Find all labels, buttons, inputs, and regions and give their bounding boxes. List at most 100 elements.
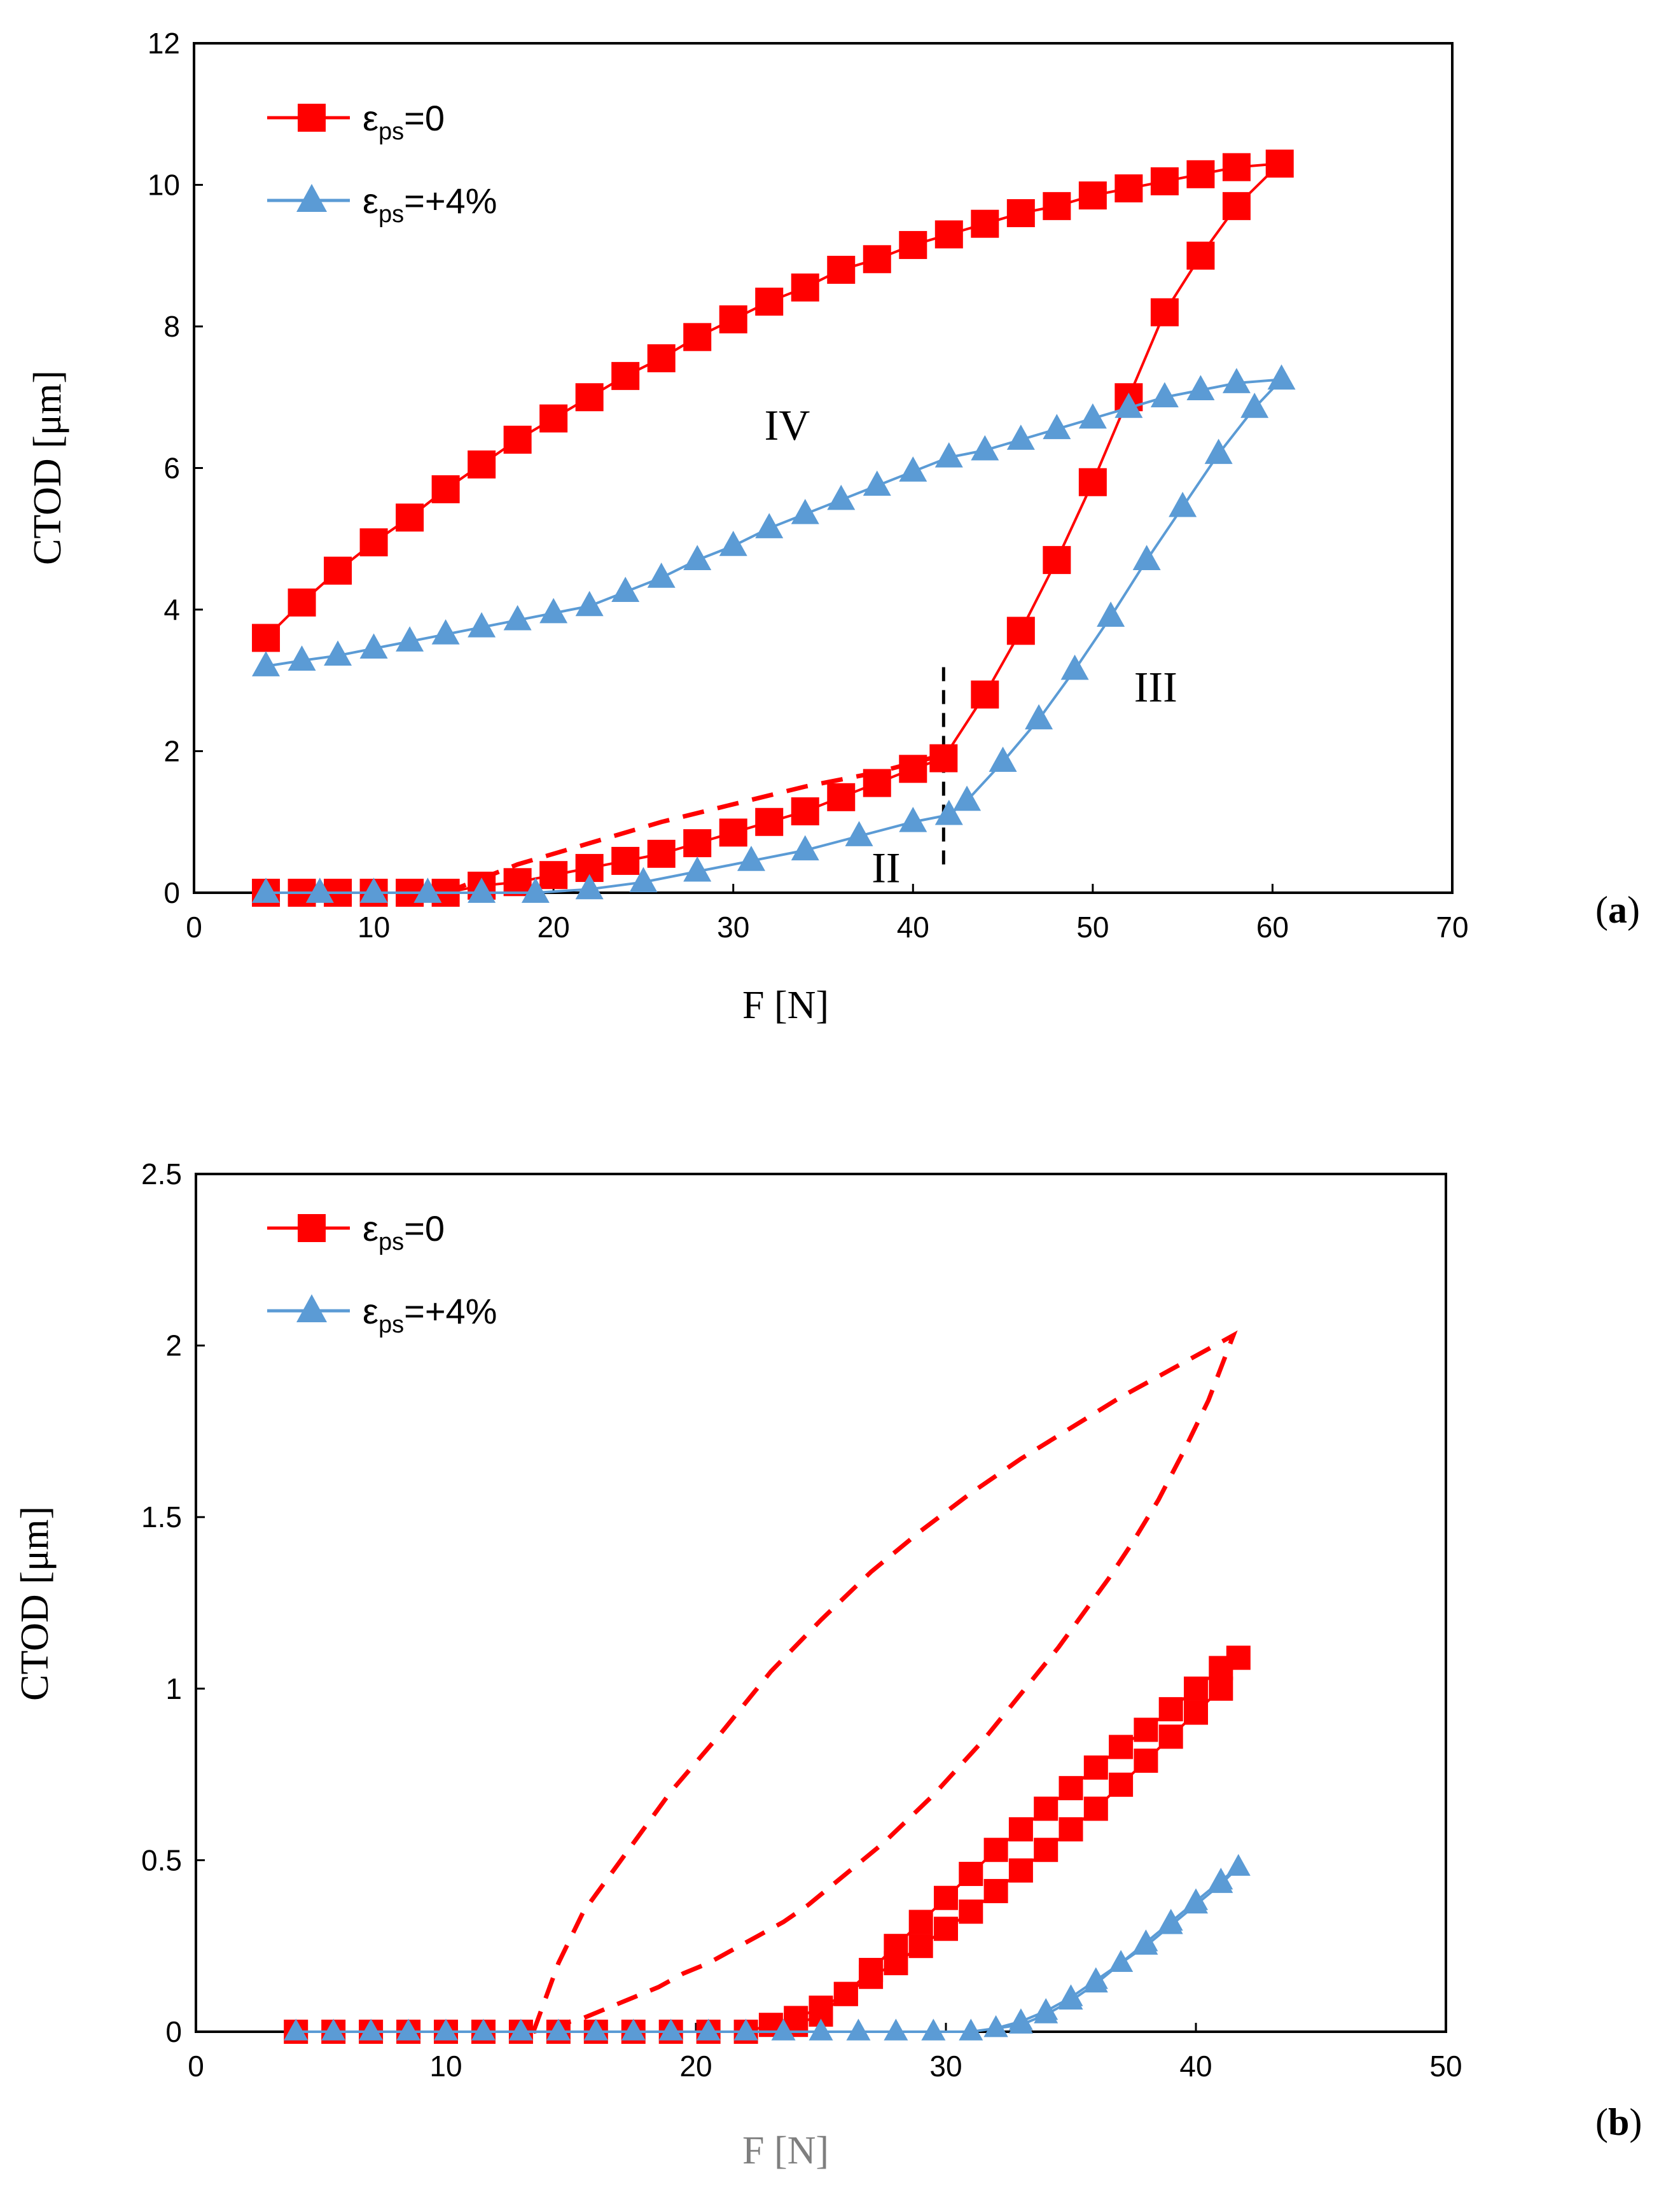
data-point-square [431, 475, 460, 503]
data-point-triangle [934, 442, 963, 468]
legend-label: εps=+4% [363, 181, 497, 228]
data-point-triangle [431, 619, 460, 645]
data-point-square [1150, 167, 1179, 195]
legend-item: εps=0 [267, 1208, 445, 1255]
y-axis-label-a: CTOD [μm] [26, 370, 69, 565]
y-tick-label: 6 [163, 452, 180, 485]
legend-value: =+4% [404, 181, 497, 221]
data-point-triangle [321, 2018, 346, 2041]
data-point-triangle [503, 604, 532, 631]
data-point-square [929, 744, 958, 772]
data-point-triangle [508, 2018, 533, 2041]
data-point-triangle [1132, 545, 1161, 570]
y-tick-label: 1.5 [141, 1500, 182, 1534]
data-point-square [719, 818, 747, 847]
y-tick-label: 8 [163, 310, 180, 343]
data-point-triangle [468, 877, 496, 903]
series-group-a [252, 150, 1296, 907]
data-point-triangle [733, 2018, 758, 2041]
data-point-triangle [737, 846, 765, 871]
x-tick-label: 0 [186, 911, 202, 944]
data-point-square [833, 1981, 858, 2006]
legend-label: εps=+4% [363, 1291, 497, 1338]
data-point-square [1043, 192, 1071, 220]
legend-subscript: ps [378, 1229, 404, 1255]
data-point-square [1265, 150, 1294, 178]
x-tick-label: 70 [1436, 911, 1468, 944]
data-point-triangle [863, 470, 891, 496]
data-point-square [683, 323, 712, 351]
x-tick-label: 50 [1076, 911, 1109, 944]
data-point-square [1034, 1796, 1059, 1821]
panel-label-a: (a) [1595, 889, 1640, 931]
region-label: III [1134, 663, 1177, 711]
data-point-triangle [1109, 1950, 1134, 1972]
data-point-triangle [1240, 393, 1269, 418]
data-point-square [791, 273, 819, 302]
legend-subscript: ps [378, 118, 404, 145]
dashed-curve [531, 1330, 1238, 2034]
data-point-square [899, 231, 927, 260]
data-point-square [1134, 1717, 1158, 1742]
x-tick-label: 10 [429, 2050, 462, 2083]
data-point-triangle [971, 435, 999, 461]
data-point-square [1059, 1776, 1083, 1801]
data-point-triangle [1083, 1970, 1108, 1993]
data-point-square [827, 256, 856, 284]
data-point-triangle [611, 576, 640, 603]
legend-marker-square [298, 1214, 326, 1242]
data-point-square [1043, 546, 1071, 575]
legend-symbol: ε [363, 98, 378, 138]
data-point-square [1083, 1796, 1108, 1821]
y-tick-label: 2 [165, 1329, 182, 1362]
data-point-triangle [1222, 368, 1251, 393]
data-point-triangle [434, 2018, 458, 2041]
data-point-triangle [791, 835, 819, 861]
data-point-triangle [359, 2018, 384, 2041]
data-point-square [1158, 1697, 1183, 1722]
panel-letter-a: a [1608, 889, 1627, 931]
data-point-triangle [1184, 1888, 1208, 1910]
data-point-triangle [575, 590, 604, 617]
data-point-triangle [284, 2018, 309, 2041]
panel-label-b: (b) [1595, 2101, 1642, 2143]
data-point-triangle [827, 484, 856, 510]
data-point-square [647, 344, 676, 373]
legend-item: εps=0 [267, 98, 445, 145]
legend-symbol: ε [363, 1291, 378, 1331]
data-point-triangle [683, 545, 712, 570]
x-axis-label-b: F [N] [742, 2129, 829, 2172]
data-point-triangle [1267, 364, 1296, 390]
data-point-triangle [1006, 424, 1035, 450]
data-point-square [683, 829, 712, 858]
data-point-triangle [845, 821, 873, 846]
series-line-triangle [265, 378, 1285, 894]
series-line-triangle [296, 1866, 1240, 2033]
data-point-triangle [1025, 704, 1053, 730]
data-point-triangle [521, 877, 550, 903]
data-point-square [1034, 1838, 1059, 1862]
data-point-square [1114, 174, 1143, 203]
data-point-square [288, 588, 316, 617]
data-point-triangle [359, 633, 388, 659]
data-point-square [1059, 1817, 1083, 1841]
data-point-square [719, 305, 747, 333]
legend-marker-triangle [296, 1294, 327, 1322]
data-point-triangle [1186, 375, 1215, 400]
y-tick-label: 2.5 [141, 1157, 182, 1191]
data-point-square [468, 450, 496, 479]
data-point-square [983, 1838, 1008, 1862]
data-point-triangle [396, 626, 424, 652]
data-point-square [575, 383, 604, 412]
data-point-square [899, 755, 927, 783]
data-point-triangle [683, 856, 712, 882]
legend-marker-triangle [296, 184, 327, 212]
legend-marker-square [298, 104, 326, 132]
y-tick-label: 4 [163, 593, 180, 626]
y-tick-label: 1 [165, 1672, 182, 1705]
data-point-square [1209, 1656, 1233, 1680]
data-point-triangle [288, 645, 316, 671]
y-tick-label: 0 [165, 2015, 182, 2048]
y-axis-label-b: CTOD [μm] [13, 1506, 57, 1701]
